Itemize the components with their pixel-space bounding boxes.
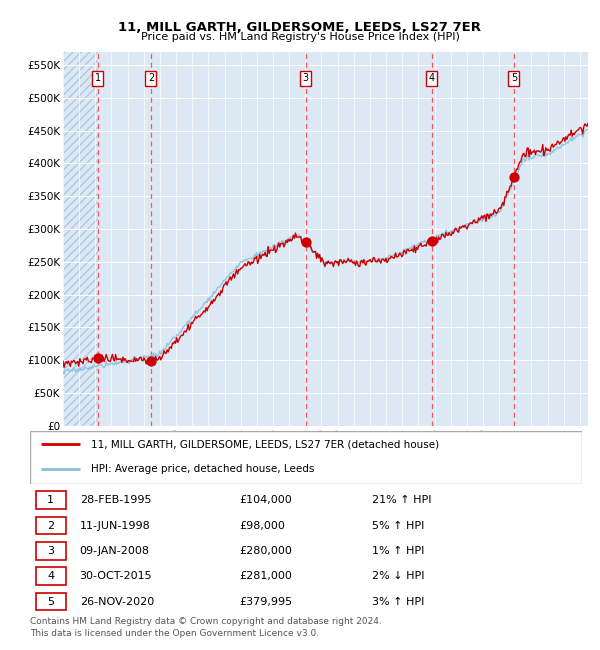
Text: £104,000: £104,000 <box>240 495 293 505</box>
FancyBboxPatch shape <box>35 567 66 585</box>
Text: 5: 5 <box>511 73 517 83</box>
Text: 1: 1 <box>47 495 54 505</box>
FancyBboxPatch shape <box>35 542 66 560</box>
Point <box>509 172 518 182</box>
Text: £280,000: £280,000 <box>240 546 293 556</box>
Text: 11, MILL GARTH, GILDERSOME, LEEDS, LS27 7ER (detached house): 11, MILL GARTH, GILDERSOME, LEEDS, LS27 … <box>91 439 439 449</box>
Text: 4: 4 <box>429 73 435 83</box>
Text: 3: 3 <box>303 73 309 83</box>
Text: Contains HM Land Registry data © Crown copyright and database right 2024.
This d: Contains HM Land Registry data © Crown c… <box>30 618 382 638</box>
Text: 30-OCT-2015: 30-OCT-2015 <box>80 571 152 581</box>
Text: 4: 4 <box>47 571 54 581</box>
Bar <box>63 52 98 426</box>
Text: 2: 2 <box>47 521 54 530</box>
Text: 09-JAN-2008: 09-JAN-2008 <box>80 546 149 556</box>
FancyBboxPatch shape <box>30 431 582 484</box>
Text: 2: 2 <box>148 73 154 83</box>
Point <box>93 352 103 363</box>
Text: £281,000: £281,000 <box>240 571 293 581</box>
Text: 21% ↑ HPI: 21% ↑ HPI <box>372 495 432 505</box>
Text: £379,995: £379,995 <box>240 597 293 606</box>
Point <box>301 237 311 248</box>
Text: 3: 3 <box>47 546 54 556</box>
Text: 1% ↑ HPI: 1% ↑ HPI <box>372 546 425 556</box>
Text: 5: 5 <box>47 597 54 606</box>
Bar <box>63 52 98 426</box>
Point <box>427 237 437 247</box>
Text: 26-NOV-2020: 26-NOV-2020 <box>80 597 154 606</box>
FancyBboxPatch shape <box>35 593 66 610</box>
Text: 3% ↑ HPI: 3% ↑ HPI <box>372 597 425 606</box>
Text: 28-FEB-1995: 28-FEB-1995 <box>80 495 151 505</box>
Text: £98,000: £98,000 <box>240 521 286 530</box>
Text: Price paid vs. HM Land Registry's House Price Index (HPI): Price paid vs. HM Land Registry's House … <box>140 32 460 42</box>
Text: 1: 1 <box>95 73 101 83</box>
Point <box>146 356 155 367</box>
Text: 11, MILL GARTH, GILDERSOME, LEEDS, LS27 7ER: 11, MILL GARTH, GILDERSOME, LEEDS, LS27 … <box>119 21 482 34</box>
Text: 11-JUN-1998: 11-JUN-1998 <box>80 521 151 530</box>
Text: 5% ↑ HPI: 5% ↑ HPI <box>372 521 425 530</box>
Text: HPI: Average price, detached house, Leeds: HPI: Average price, detached house, Leed… <box>91 464 314 474</box>
FancyBboxPatch shape <box>35 491 66 509</box>
Text: 2% ↓ HPI: 2% ↓ HPI <box>372 571 425 581</box>
FancyBboxPatch shape <box>35 517 66 534</box>
